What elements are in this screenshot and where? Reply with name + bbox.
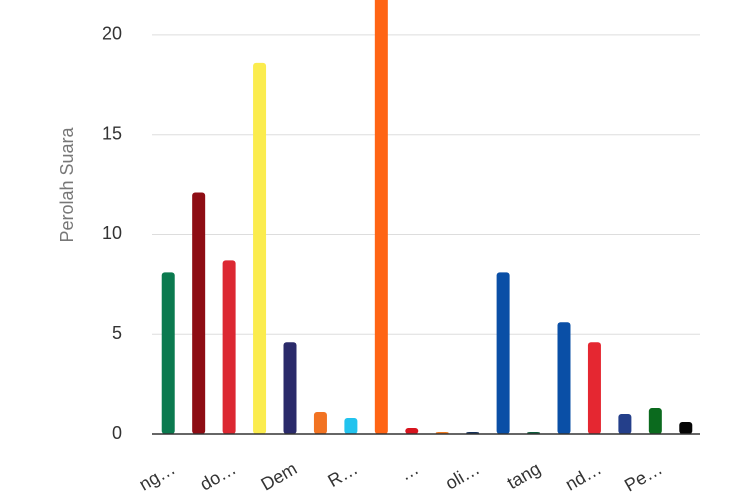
y-tick-label: 15 — [102, 123, 122, 143]
x-tick-label: ng… — [136, 458, 179, 494]
x-tick-label: tang — [504, 458, 544, 493]
y-tick-label: 20 — [102, 24, 122, 44]
bar — [283, 342, 297, 434]
x-tick-label: … — [397, 458, 423, 484]
bar — [405, 428, 419, 434]
x-tick-label: do… — [197, 458, 240, 494]
bar — [557, 322, 571, 434]
bar — [313, 412, 327, 434]
y-axis-title: Perolah Suara — [57, 126, 77, 242]
x-tick-label: nd… — [562, 458, 605, 494]
x-tick-label: Dem — [257, 458, 300, 494]
bar — [192, 192, 206, 434]
bar — [253, 62, 267, 435]
bar — [587, 342, 601, 434]
bar — [648, 408, 662, 434]
bar — [344, 418, 358, 434]
x-tick-label: R… — [324, 458, 361, 491]
bar — [374, 0, 388, 434]
y-tick-label: 10 — [102, 223, 122, 243]
y-tick-label: 0 — [112, 423, 122, 443]
bar — [618, 414, 632, 434]
x-tick-label: Pe… — [621, 458, 666, 495]
x-tick-label: oli… — [442, 458, 483, 493]
bar — [222, 260, 236, 434]
bar — [679, 422, 693, 434]
bar — [161, 272, 175, 434]
y-tick-label: 5 — [112, 323, 122, 343]
bar — [496, 272, 510, 434]
